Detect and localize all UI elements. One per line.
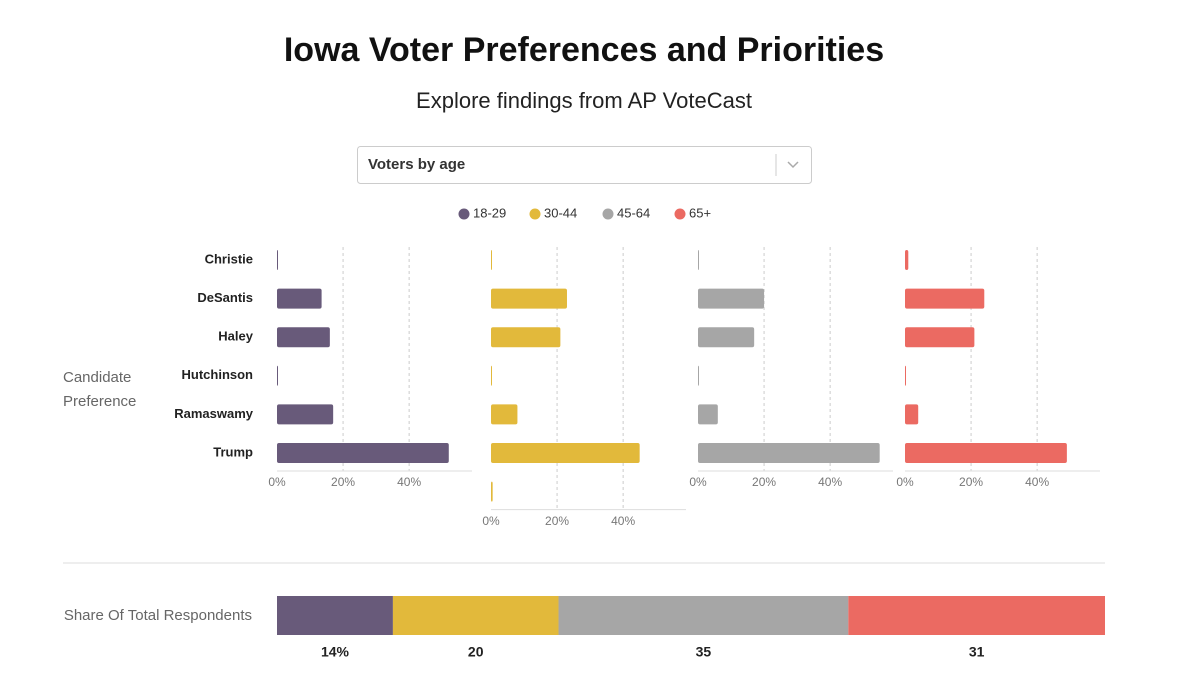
bar xyxy=(905,250,909,270)
bar xyxy=(491,443,640,463)
x-tick-label: 0% xyxy=(482,514,500,528)
legend-swatch xyxy=(674,208,686,220)
legend-swatch xyxy=(602,208,614,220)
share-value-label: 14% xyxy=(321,644,350,660)
title: Iowa Voter Preferences and Priorities xyxy=(284,31,884,69)
legend-swatch xyxy=(458,208,470,220)
share-value-label: 35 xyxy=(696,644,712,660)
share-segment xyxy=(277,596,393,635)
category-label: DeSantis xyxy=(197,290,253,305)
x-tick-label: 0% xyxy=(268,475,286,489)
bar xyxy=(277,327,330,348)
bar xyxy=(698,404,718,425)
bar xyxy=(698,327,755,348)
bar xyxy=(491,250,492,270)
x-tick-label: 0% xyxy=(896,475,914,489)
bar xyxy=(905,327,975,348)
bar xyxy=(491,288,567,309)
bar xyxy=(905,365,906,386)
share-value-label: 20 xyxy=(468,644,484,660)
dropdown-value[interactable]: Voters by age xyxy=(368,156,465,173)
x-tick-label: 20% xyxy=(959,475,983,489)
subtitle: Explore findings from AP VoteCast xyxy=(416,88,752,113)
x-tick-label: 40% xyxy=(818,475,842,489)
bar xyxy=(491,327,561,348)
bar xyxy=(277,365,278,386)
share-segment xyxy=(392,596,559,635)
share-segment xyxy=(558,596,849,635)
bar xyxy=(698,365,699,386)
row-label: Candidate Preference xyxy=(63,369,137,410)
x-tick-label: 20% xyxy=(545,514,569,528)
share-segment xyxy=(848,596,1105,635)
x-tick-label: 20% xyxy=(331,475,355,489)
x-tick-label: 40% xyxy=(397,475,421,489)
bar xyxy=(905,404,919,425)
dropdown[interactable] xyxy=(357,146,812,184)
x-tick-label: 40% xyxy=(611,514,635,528)
dropdown-chevron[interactable] xyxy=(787,161,799,169)
bar xyxy=(277,288,322,309)
bar xyxy=(491,481,493,502)
bar xyxy=(277,443,449,463)
bar xyxy=(698,288,765,309)
bar xyxy=(491,365,492,386)
category-label: Hutchinson xyxy=(182,367,254,382)
category-label: Haley xyxy=(218,329,253,344)
bar xyxy=(698,443,880,463)
category-label: Christie xyxy=(205,251,253,266)
bar xyxy=(698,250,699,270)
bar xyxy=(905,443,1067,463)
bar xyxy=(905,288,985,309)
legend-label: 65+ xyxy=(689,205,711,220)
bar xyxy=(277,250,278,270)
x-tick-label: 20% xyxy=(752,475,776,489)
share-label: Share Of Total Respondents xyxy=(64,607,252,624)
legend-label: 30-44 xyxy=(544,205,577,220)
category-label: Ramaswamy xyxy=(174,406,254,421)
share-value-label: 31 xyxy=(969,644,985,660)
legend-label: 18-29 xyxy=(473,205,506,220)
legend-label: 45-64 xyxy=(617,205,650,220)
bar xyxy=(491,404,518,425)
legend-swatch xyxy=(529,208,541,220)
bar xyxy=(277,404,334,425)
category-label: Trump xyxy=(213,444,253,459)
x-tick-label: 40% xyxy=(1025,475,1049,489)
x-tick-label: 0% xyxy=(689,475,707,489)
